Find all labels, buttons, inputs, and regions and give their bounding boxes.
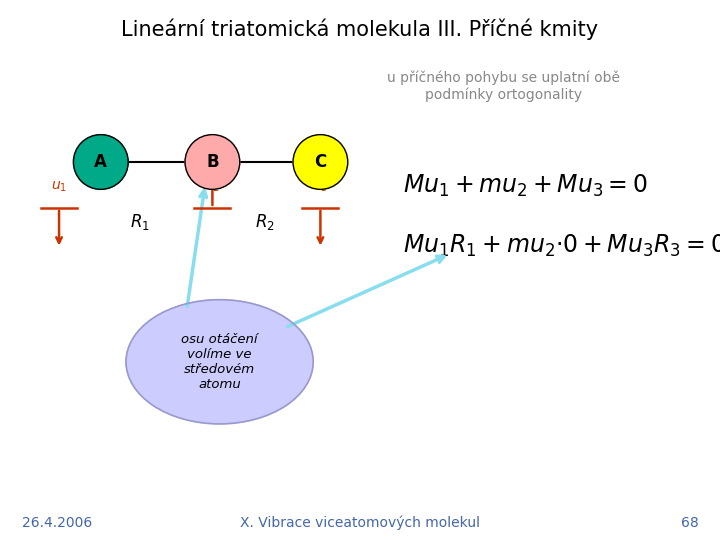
Text: $u_3$: $u_3$ [312, 180, 328, 194]
Text: Lineární triatomická molekula III. Příčné kmity: Lineární triatomická molekula III. Příčn… [122, 19, 598, 40]
Text: $Mu_1R_1 + mu_2{\cdot}0 + Mu_3R_3 = 0$: $Mu_1R_1 + mu_2{\cdot}0 + Mu_3R_3 = 0$ [403, 233, 720, 259]
Ellipse shape [73, 134, 128, 190]
Text: B: B [206, 153, 219, 171]
Text: $u_1$: $u_1$ [51, 180, 67, 194]
Text: 68: 68 [680, 516, 698, 530]
Text: $u_2$: $u_2$ [204, 180, 220, 194]
Text: $Mu_1 + mu_2 + Mu_3 = 0$: $Mu_1 + mu_2 + Mu_3 = 0$ [403, 173, 648, 199]
Ellipse shape [185, 134, 240, 190]
Text: osu otáčení
volíme ve
středovém
atomu: osu otáčení volíme ve středovém atomu [181, 333, 258, 391]
Ellipse shape [126, 300, 313, 424]
Text: $R_1$: $R_1$ [130, 212, 150, 233]
Text: u příčného pohybu se uplatní obě
podmínky ortogonality: u příčného pohybu se uplatní obě podmínk… [387, 71, 621, 102]
Text: X. Vibrace viceatomových molekul: X. Vibrace viceatomových molekul [240, 516, 480, 530]
Ellipse shape [293, 134, 348, 190]
Text: A: A [94, 153, 107, 171]
Text: C: C [314, 153, 327, 171]
Text: $R_2$: $R_2$ [255, 212, 275, 233]
Text: 26.4.2006: 26.4.2006 [22, 516, 92, 530]
